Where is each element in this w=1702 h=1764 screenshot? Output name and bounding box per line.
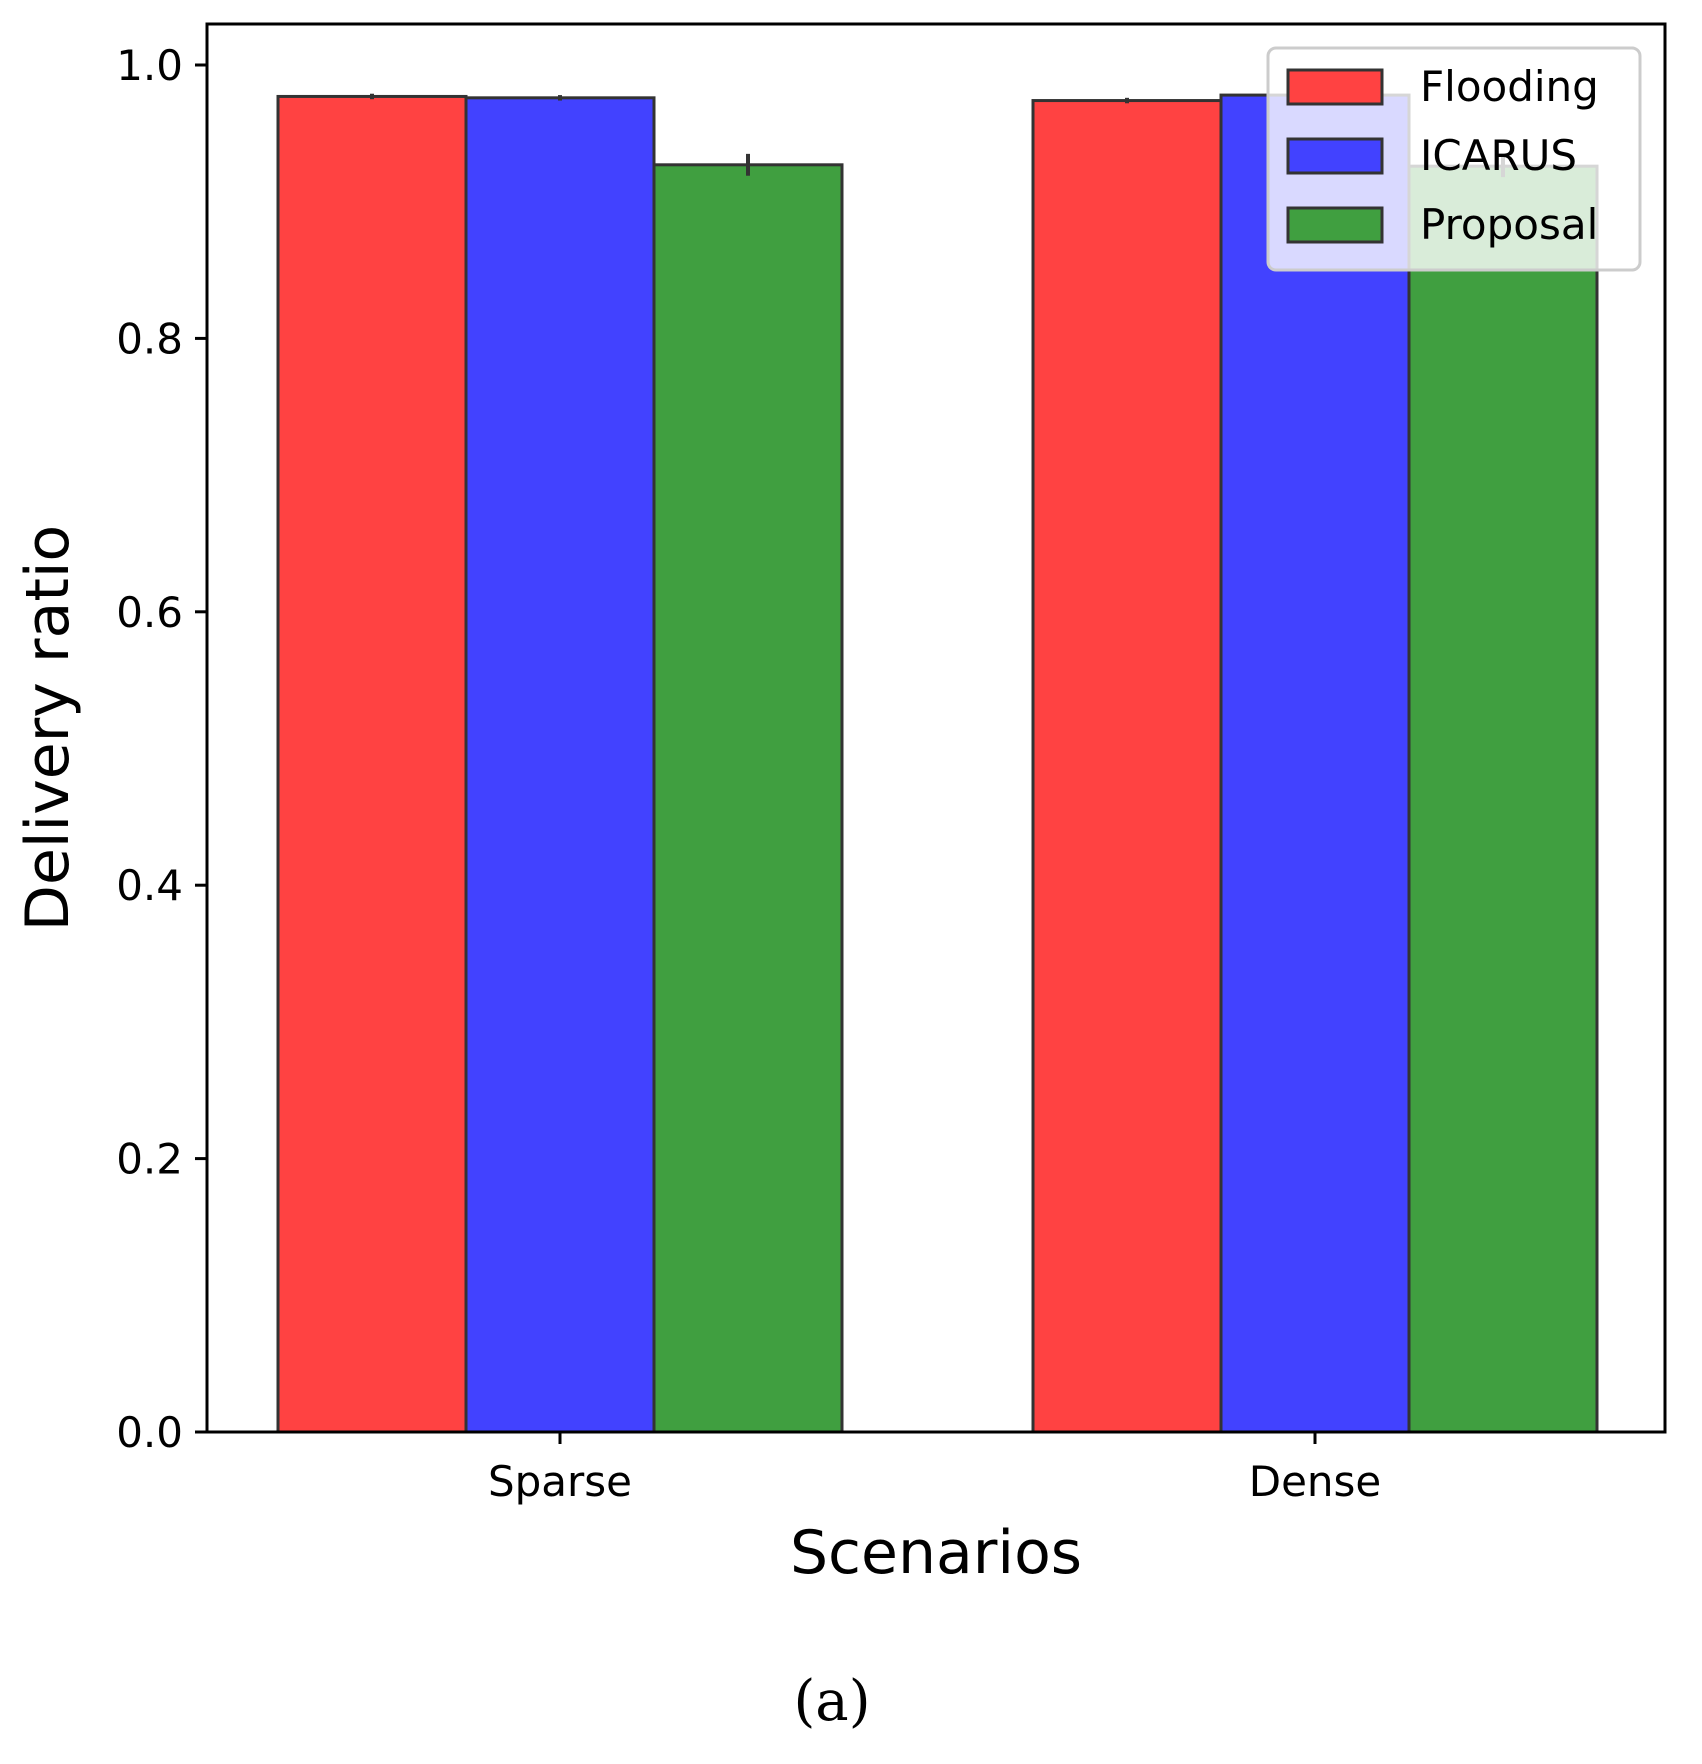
y-tick-label: 0.4 [116, 861, 183, 910]
y-axis-ticks: 0.0 0.2 0.4 0.6 0.8 1.0 [116, 41, 207, 1457]
legend-swatch-flooding [1286, 68, 1384, 106]
bar-proposal-dense [1407, 164, 1599, 1434]
bars-group [276, 93, 1599, 1434]
legend-label-flooding: Flooding [1420, 62, 1599, 111]
bar-icarus-dense [1219, 93, 1411, 1434]
x-axis-title: Scenarios [790, 1518, 1082, 1588]
y-tick-label: 0.2 [116, 1135, 183, 1184]
y-tick-label: 0.8 [116, 314, 183, 363]
legend-label-proposal: Proposal [1420, 200, 1598, 249]
bar-icarus-sparse [464, 96, 656, 1434]
bar-proposal-sparse [652, 163, 844, 1434]
legend-label-icarus: ICARUS [1420, 131, 1577, 180]
legend: Flooding ICARUS Proposal [1266, 46, 1642, 272]
bar-flooding-dense [1031, 99, 1223, 1434]
bar-flooding-sparse [276, 94, 468, 1434]
x-axis-ticks: Sparse Dense [488, 1432, 1381, 1506]
x-tick-label-sparse: Sparse [488, 1457, 632, 1506]
y-tick-label: 1.0 [116, 41, 183, 90]
y-tick-label: 0.6 [116, 588, 183, 637]
y-axis-title: Delivery ratio [13, 525, 83, 931]
x-tick-label-dense: Dense [1249, 1457, 1382, 1506]
y-tick-label: 0.0 [116, 1408, 183, 1457]
figure-caption: (a) [793, 1669, 870, 1734]
plot-frame [205, 22, 1667, 1434]
legend-swatch-icarus [1286, 137, 1384, 175]
legend-swatch-proposal [1286, 206, 1384, 244]
